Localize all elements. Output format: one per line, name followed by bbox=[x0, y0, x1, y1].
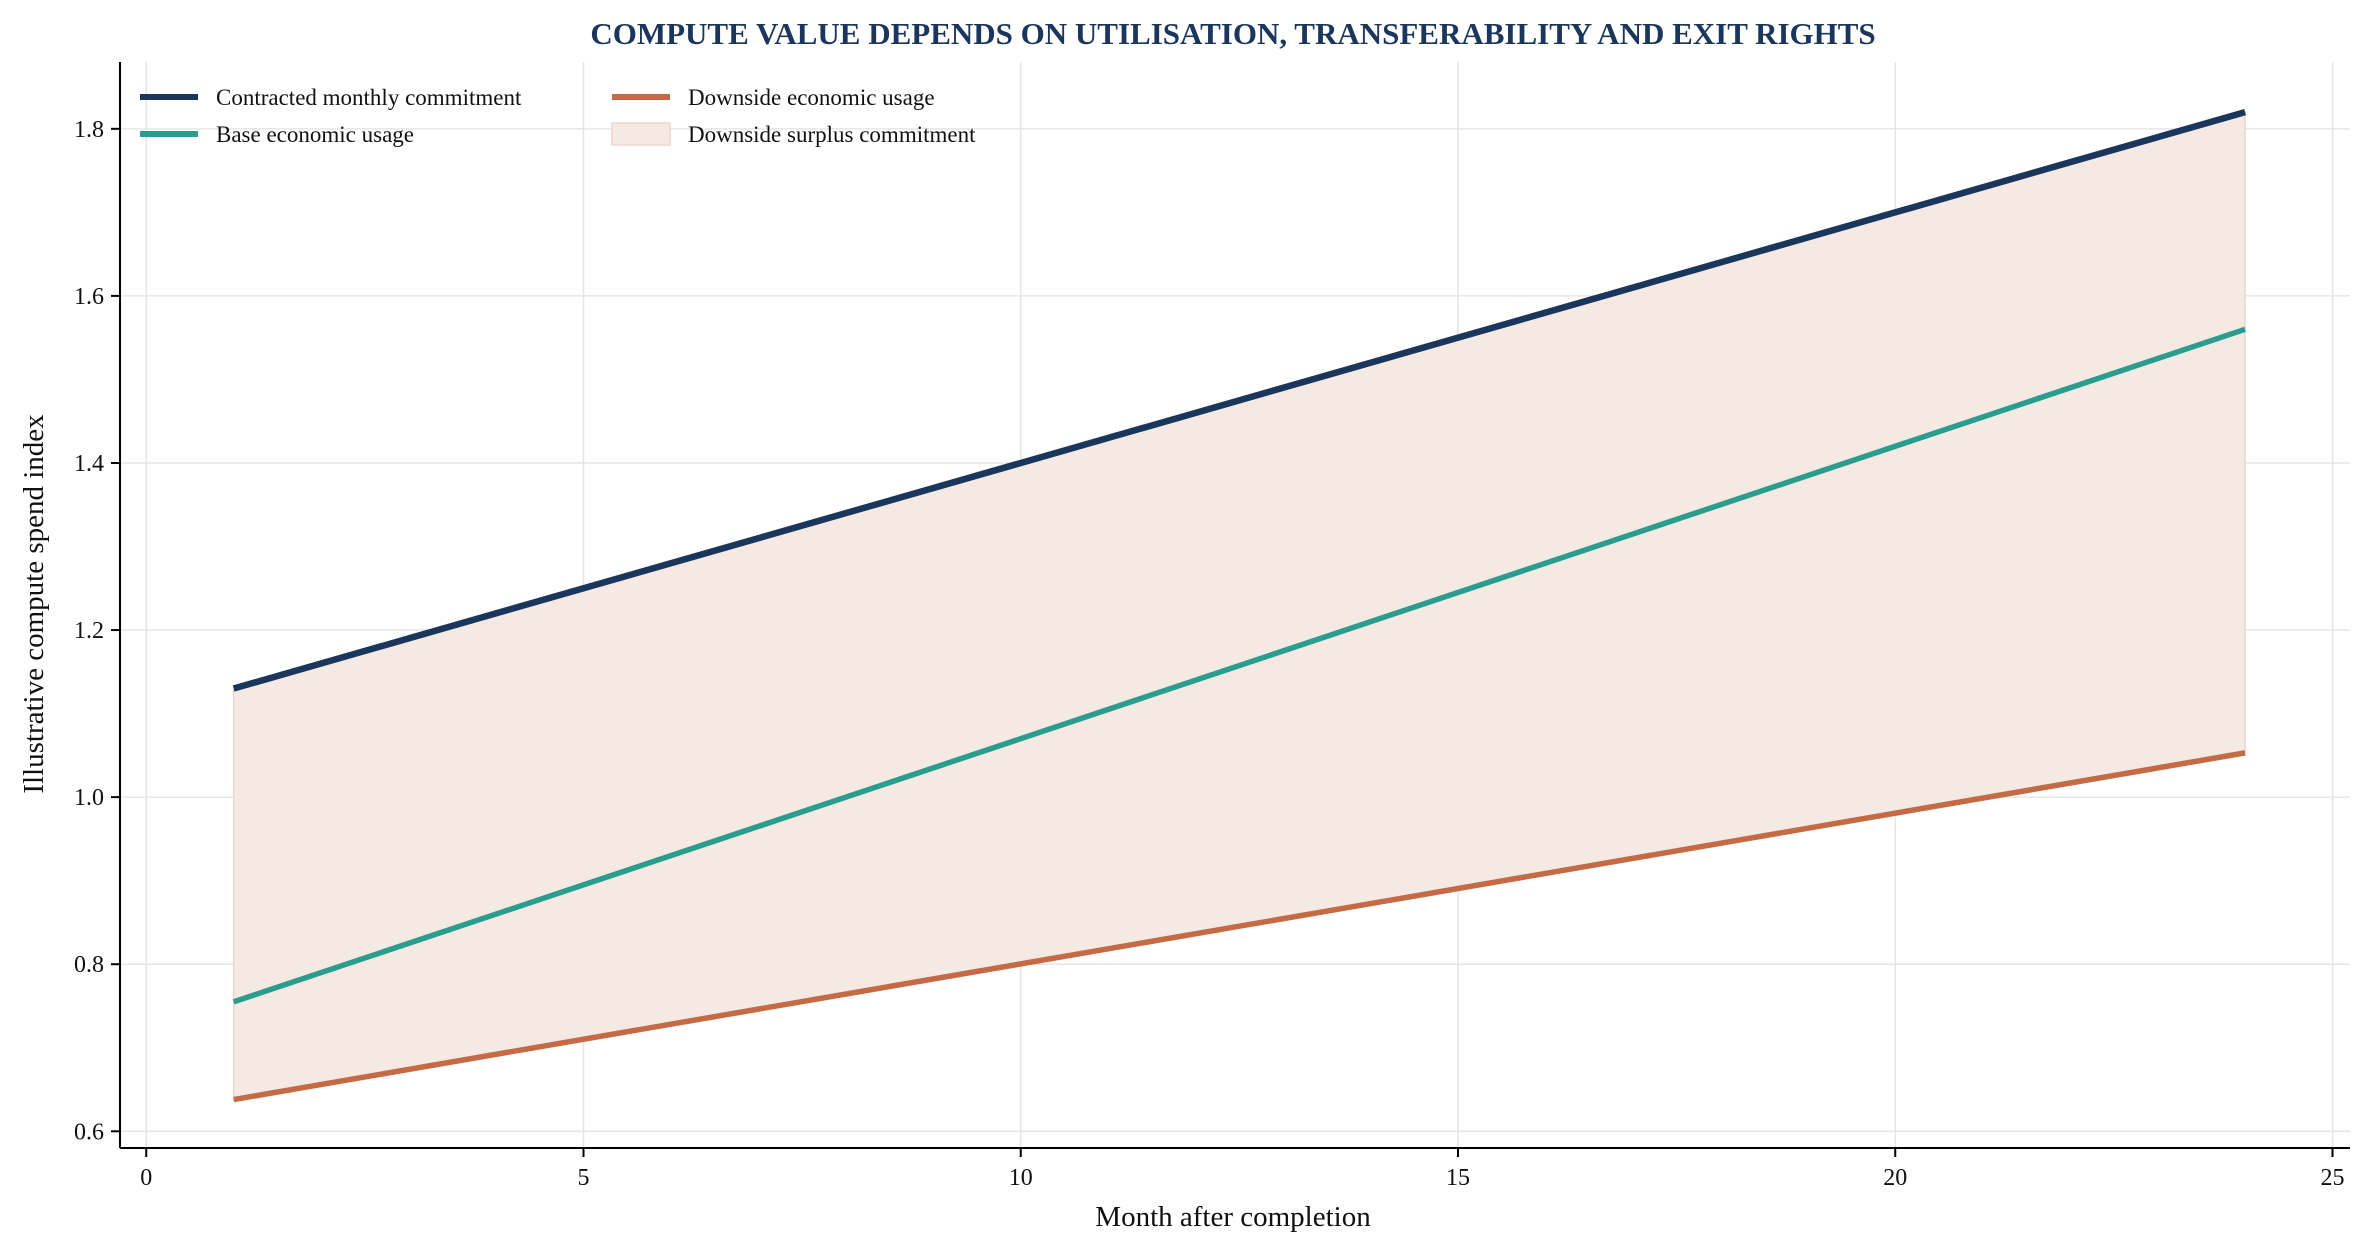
y-tick-label: 1.2 bbox=[74, 618, 104, 644]
legend-label: Downside surplus commitment bbox=[688, 122, 976, 147]
y-tick-label: 1.6 bbox=[74, 284, 104, 310]
y-tick-label: 1.0 bbox=[74, 785, 104, 811]
legend-item: Downside surplus commitment bbox=[611, 122, 976, 147]
y-tick-label: 1.4 bbox=[74, 451, 104, 477]
legend: Contracted monthly commitment Base econom… bbox=[140, 85, 976, 147]
area-layer bbox=[232, 111, 2246, 1101]
y-axis-label: Illustrative compute spend index bbox=[18, 414, 50, 794]
x-tick-label: 25 bbox=[2321, 1165, 2345, 1191]
legend-swatch bbox=[611, 122, 671, 146]
series-line-base-economic-usage bbox=[232, 326, 2246, 1005]
axes bbox=[119, 62, 2350, 1149]
legend-label: Downside economic usage bbox=[688, 85, 935, 110]
y-tick-label: 1.8 bbox=[74, 117, 104, 143]
legend-item: Contracted monthly commitment bbox=[140, 85, 522, 110]
area-downside-surplus-commitment bbox=[232, 111, 2246, 1101]
series-line-contracted-monthly-commitment bbox=[232, 108, 2246, 692]
legend-item: Downside economic usage bbox=[612, 85, 935, 110]
legend-label: Base economic usage bbox=[216, 122, 414, 147]
series-line-downside-economic-usage bbox=[233, 750, 2246, 1103]
x-tick-label: 20 bbox=[1883, 1165, 1907, 1191]
y-tick-label: 0.6 bbox=[74, 1119, 104, 1145]
x-tick-label: 10 bbox=[1009, 1165, 1033, 1191]
legend-item: Base economic usage bbox=[140, 122, 414, 147]
x-tick-label: 0 bbox=[140, 1165, 152, 1191]
x-tick-label: 5 bbox=[577, 1165, 589, 1191]
x-tick-label: 15 bbox=[1446, 1165, 1470, 1191]
lines-layer bbox=[232, 108, 2246, 1103]
ticks: 0 5 10 15 20 25 0.6 0.8 1.0 1.2 1.4 1.6 1.8 bbox=[74, 117, 2345, 1191]
x-axis-label: Month after completion bbox=[1095, 1201, 1371, 1233]
chart-title: COMPUTE VALUE DEPENDS ON UTILISATION, TR… bbox=[590, 16, 1875, 51]
y-tick-label: 0.8 bbox=[74, 952, 104, 978]
legend-label: Contracted monthly commitment bbox=[216, 85, 522, 110]
